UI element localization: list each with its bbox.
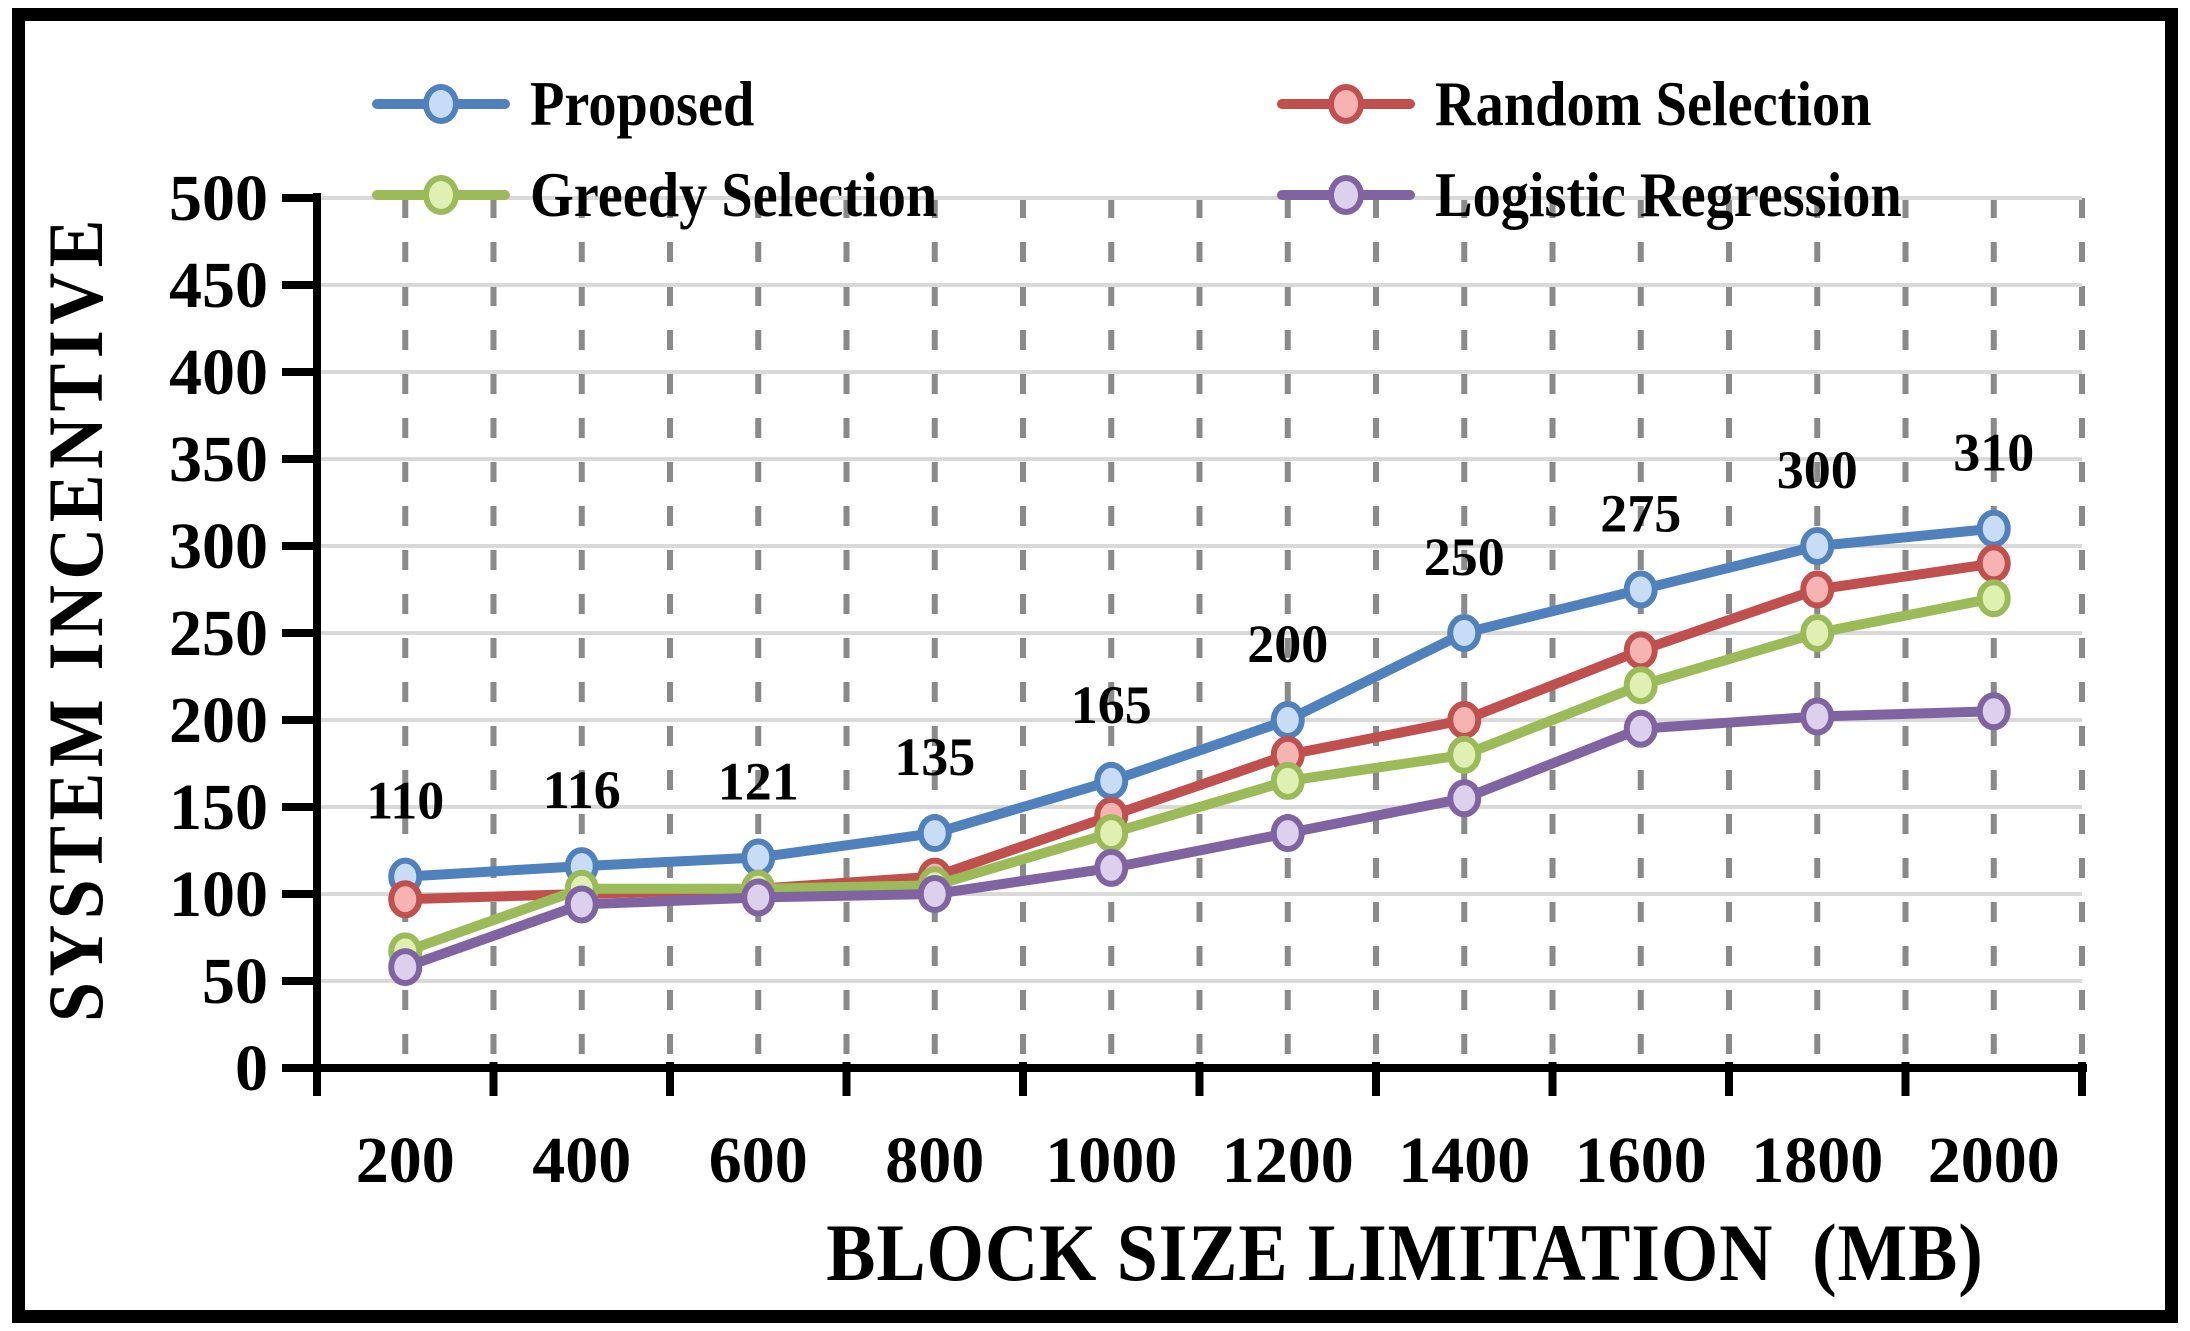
data-point-marker[interactable] [1623,570,1658,609]
horizontal-gridlines [313,196,2082,983]
x-axis-labels: 200 400 600 800 1000 1200 1400 1600 1800 2000 [356,1124,2060,1197]
data-point-marker[interactable] [388,948,423,987]
svg-text:500: 500 [169,162,268,235]
data-point-marker[interactable] [1800,570,1835,609]
data-point-marker[interactable] [1623,631,1658,670]
data-point-marker[interactable] [917,814,952,853]
data-point-marker[interactable] [1976,544,2011,583]
svg-text:135: 135 [894,727,975,787]
random-selection-line-marker-icon [1277,84,1415,124]
svg-text:450: 450 [169,249,268,322]
svg-text:200: 200 [356,1124,455,1197]
svg-text:250: 250 [1424,527,1505,587]
svg-text:1200: 1200 [1222,1124,1354,1197]
legend-label-random-selection: Random Selection [1435,68,1872,139]
data-point-marker[interactable] [1270,814,1305,853]
x-axis-ticks [313,1062,2086,1096]
data-point-marker[interactable] [1800,614,1835,652]
vertical-gridlines [314,198,2085,1068]
greedy-selection-line-marker-icon [372,175,510,215]
data-point-marker[interactable] [1094,761,1129,800]
svg-text:400: 400 [169,336,268,409]
data-point-marker[interactable] [1800,527,1835,565]
data-point-marker[interactable] [1447,779,1482,818]
y-axis-title: SYSTEM INCENTIVE [32,213,119,1023]
svg-text:300: 300 [169,510,268,583]
svg-text:350: 350 [169,423,268,496]
data-point-marker[interactable] [1094,814,1129,853]
data-point-marker[interactable] [388,880,423,919]
svg-text:1800: 1800 [1751,1124,1883,1197]
data-point-marker[interactable] [1447,701,1482,739]
svg-text:0: 0 [235,1032,268,1105]
data-point-marker[interactable] [741,878,776,917]
legend-label-logistic-regression: Logistic Regression [1435,159,1902,230]
proposed-line-marker-icon [372,84,510,124]
series-logistic-regression [388,692,2011,987]
legend-label-greedy-selection: Greedy Selection [530,159,938,230]
x-axis-title: BLOCK SIZE LIMITATION (MB) [826,1207,1984,1298]
legend-item-logistic-regression[interactable]: Logistic Regression [1277,163,1965,227]
data-point-marker[interactable] [1800,697,1835,736]
svg-text:1400: 1400 [1398,1124,1530,1197]
svg-text:150: 150 [169,771,268,844]
svg-text:300: 300 [1777,440,1858,500]
data-point-marker[interactable] [1094,848,1129,887]
series-proposed [388,509,2011,896]
data-point-marker[interactable] [1623,709,1658,748]
data-point-marker[interactable] [564,885,599,924]
svg-text:2000: 2000 [1928,1124,2060,1197]
svg-text:1600: 1600 [1575,1124,1707,1197]
svg-text:400: 400 [532,1124,631,1197]
svg-text:275: 275 [1600,484,1681,544]
svg-text:200: 200 [1247,614,1328,674]
svg-text:50: 50 [202,945,268,1018]
svg-text:121: 121 [718,751,799,811]
data-point-marker[interactable] [1447,735,1482,774]
logistic-regression-line-marker-icon [1277,175,1415,215]
data-point-marker[interactable] [917,875,952,913]
data-point-marker[interactable] [1447,614,1482,652]
svg-text:165: 165 [1071,675,1152,735]
data-point-marker[interactable] [1976,692,2011,731]
data-point-marker[interactable] [1270,701,1305,739]
y-axis-ticks-and-labels: 0 50 100 150 200 250 300 350 400 450 500 [169,162,317,1105]
legend-label-proposed: Proposed [530,68,755,139]
svg-text:1000: 1000 [1045,1124,1177,1197]
svg-text:800: 800 [885,1124,984,1197]
svg-text:600: 600 [709,1124,808,1197]
svg-text:110: 110 [366,771,444,831]
data-labels-proposed: 110 116 121 135 165 200 250 275 300 310 [366,423,2034,831]
svg-text:200: 200 [169,684,268,757]
svg-text:310: 310 [1953,423,2034,483]
data-point-marker[interactable] [1270,761,1305,800]
data-point-marker[interactable] [1976,579,2011,618]
legend-item-random-selection[interactable]: Random Selection [1277,72,1931,136]
data-point-marker[interactable] [1976,509,2011,548]
svg-text:100: 100 [169,858,268,931]
svg-text:116: 116 [543,760,621,820]
legend-item-greedy-selection[interactable]: Greedy Selection [372,163,993,227]
svg-text:250: 250 [169,597,268,670]
data-point-marker[interactable] [1623,666,1658,705]
data-point-marker[interactable] [741,838,776,877]
legend-item-proposed[interactable]: Proposed [372,72,785,136]
